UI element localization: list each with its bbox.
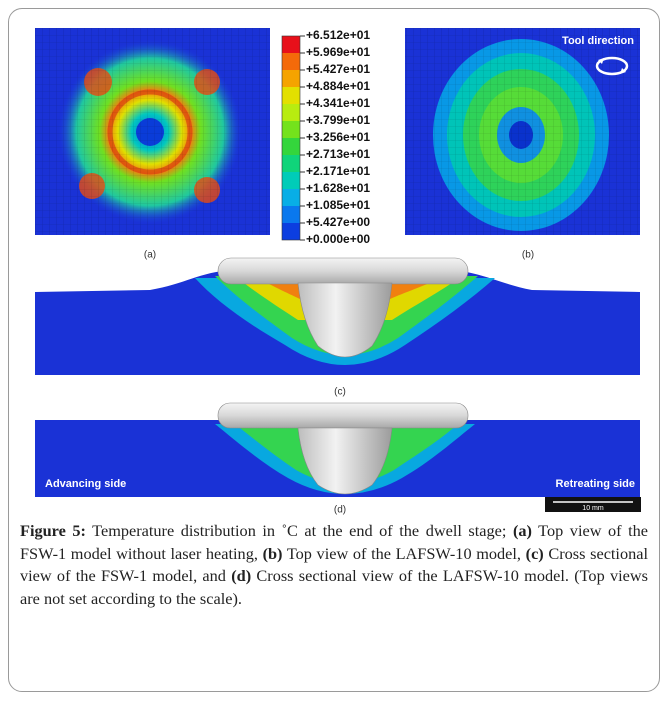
caption-bold: Figure 5: [20, 521, 86, 540]
legend-label: +1.628e+01 [306, 181, 370, 195]
legend-label: +4.341e+01 [306, 96, 370, 110]
figure-frame [8, 8, 660, 692]
legend-band [282, 87, 300, 104]
legend-band [282, 172, 300, 189]
caption-bold: (a) [512, 521, 532, 540]
legend-band [282, 121, 300, 138]
panel-a-plot [35, 28, 270, 235]
panel-label: (b) [522, 250, 534, 261]
caption-text: Cross sectional view of the FSW-1 model,… [20, 543, 648, 586]
legend-band [282, 138, 300, 155]
caption-text: Cross sectional view of the LAFSW-10 mod… [20, 566, 648, 608]
legend-label: +1.085e+01 [306, 198, 370, 212]
retreating-side-label: Retreating side [556, 478, 635, 490]
advancing-side-label: Advancing side [45, 478, 126, 490]
tool-direction-label: Tool direction [562, 35, 634, 47]
caption-bold: (c) [525, 543, 544, 563]
legend-label: +5.969e+01 [306, 45, 370, 59]
legend-band [282, 189, 300, 206]
legend-label: +4.884e+01 [306, 79, 370, 93]
legend-band [282, 36, 300, 53]
legend-band [282, 104, 300, 121]
scale-bar-label: 10 mm [582, 505, 604, 512]
legend-label: +2.171e+01 [306, 164, 370, 178]
caption: Figure 5: Temperature distribution in ˚C… [20, 520, 648, 610]
legend-label: +5.427e+01 [306, 62, 370, 76]
legend-band [282, 223, 300, 240]
legend-label: +2.713e+01 [306, 147, 370, 161]
caption-bold: (d) [231, 566, 252, 585]
caption-bold: (b) [262, 543, 283, 563]
panel-c-plot [35, 257, 640, 375]
caption-text: Temperature distribution in ˚C at the en… [85, 521, 513, 540]
panel-label: (a) [144, 250, 156, 261]
legend-band [282, 53, 300, 70]
legend-band [282, 70, 300, 87]
panel-d-plot [35, 402, 640, 497]
legend-band [282, 206, 300, 223]
panel-b-plot [405, 28, 640, 235]
caption-text: Top view of the LAFSW-10 model, [282, 543, 526, 563]
panel-label: (c) [334, 387, 346, 398]
legend-label: +6.512e+01 [306, 28, 370, 42]
legend-label: +5.427e+00 [306, 215, 370, 229]
caption-text: Top view of the FSW-1 model without lase… [20, 521, 648, 563]
legend-label: +3.799e+01 [306, 113, 370, 127]
figure: 10 mm Tool direction Advancing side Retr… [35, 28, 641, 516]
legend-label: +0.000e+00 [306, 232, 370, 246]
legend-label: +3.256e+01 [306, 130, 370, 144]
scale-bar-box [545, 497, 641, 512]
panel-label: (d) [334, 505, 346, 516]
legend-band [282, 155, 300, 172]
